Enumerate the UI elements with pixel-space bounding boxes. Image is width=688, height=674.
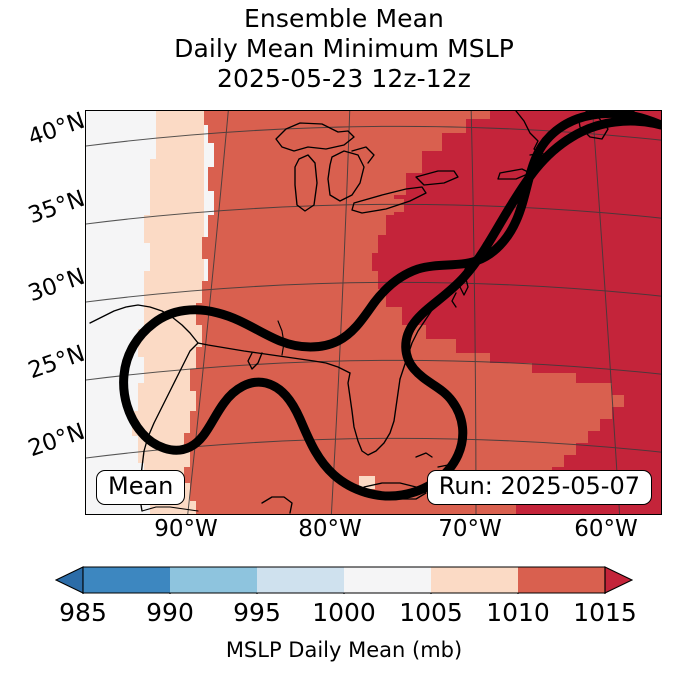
lon-label-60w: 60°W [574,516,638,542]
colorbar-tick-1015: 1015 [573,598,637,627]
lon-label-80w: 80°W [298,516,362,542]
lon-label-90w: 90°W [154,516,218,542]
map-canvas [86,111,661,514]
colorbar-extend-high [604,566,633,594]
colorbar-tick-1010: 1010 [486,598,550,627]
mslp-contour-field [86,111,661,514]
map-plot-area: Mean Run: 2025-05-07 [85,110,662,515]
lat-label-25n: 25°N [24,340,89,385]
run-annotation-box: Run: 2025-05-07 [426,469,652,505]
colorbar-band-1000-1005 [344,567,431,593]
colorbar [55,566,633,594]
colorbar-band-1010-1015 [518,567,605,593]
mean-annotation-box: Mean [96,469,186,505]
title-line-1: Ensemble Mean [244,4,444,33]
colorbar-band-995-1000 [257,567,344,593]
lon-label-70w: 70°W [438,516,502,542]
colorbar-tick-995: 995 [233,598,281,627]
colorbar-extend-low [55,566,84,594]
colorbar-tick-985: 985 [59,598,107,627]
colorbar-axis-label: MSLP Daily Mean (mb) [225,638,463,662]
colorbar-tick-990: 990 [146,598,194,627]
lat-label-30n: 30°N [24,263,89,308]
lat-label-20n: 20°N [24,418,89,463]
lat-label-35n: 35°N [24,185,89,230]
bold-contour-line [119,111,661,501]
title-line-2: Daily Mean Minimum MSLP [174,34,514,63]
chart-title: Ensemble Mean Daily Mean Minimum MSLP 20… [0,4,688,94]
colorbar-tick-1000: 1000 [312,598,376,627]
lat-label-40n: 40°N [24,107,89,152]
colorbar-tick-1005: 1005 [399,598,463,627]
colorbar-band-985-990 [83,567,170,593]
colorbar-band-990-995 [170,567,257,593]
title-line-3: 2025-05-23 12z-12z [217,64,471,93]
graticule [86,111,661,514]
colorbar-band-1005-1010 [431,567,518,593]
